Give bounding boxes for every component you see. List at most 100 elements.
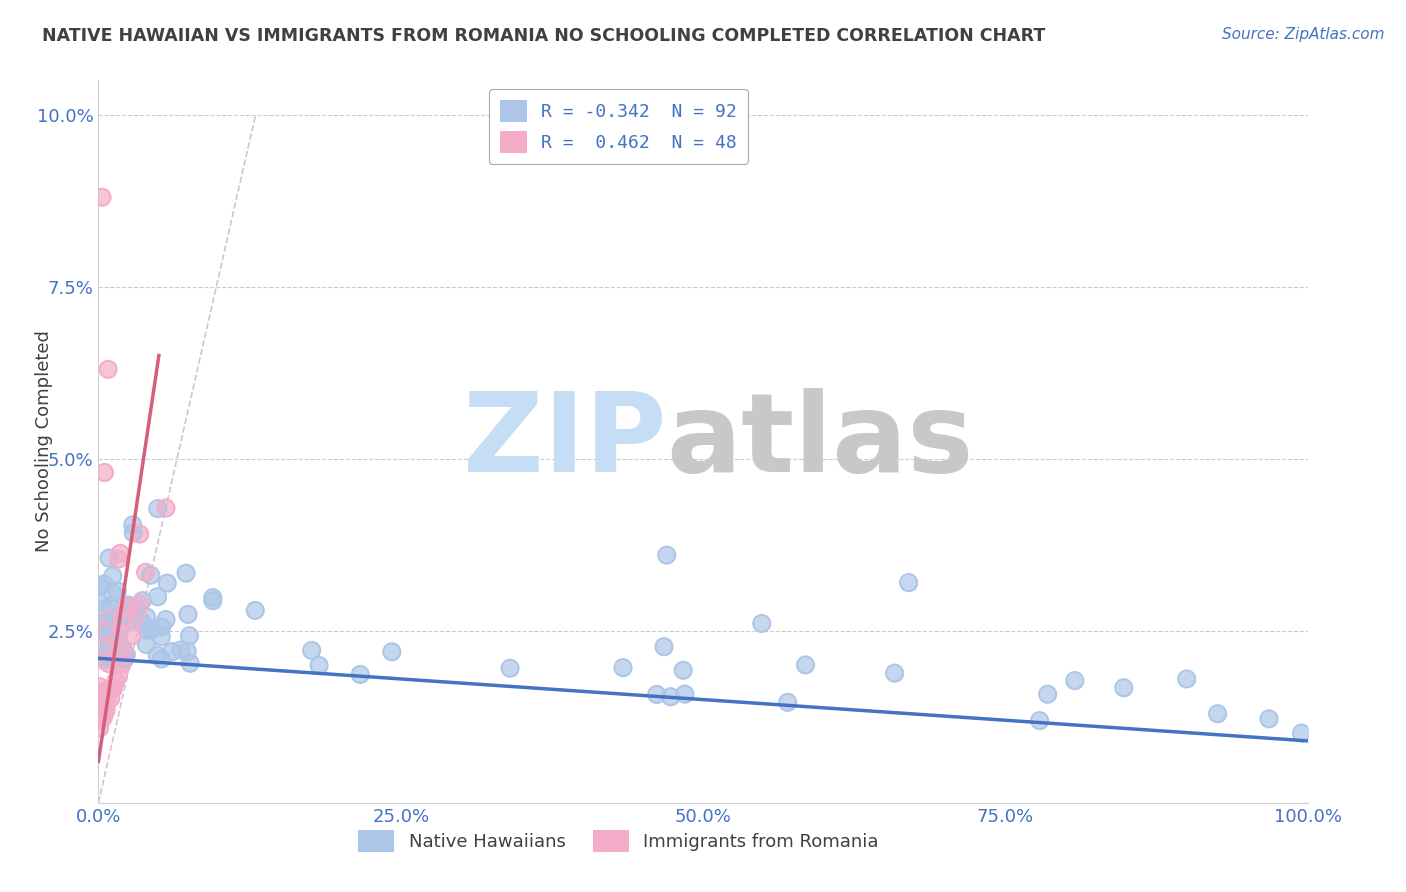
Point	[201, 593, 224, 607]
Point	[94, 683, 117, 698]
Point	[91, 711, 114, 725]
Point	[98, 618, 121, 632]
Point	[105, 584, 128, 599]
Point	[90, 619, 112, 633]
Point	[655, 548, 678, 562]
Point	[89, 710, 111, 724]
Point	[136, 623, 159, 637]
Point	[93, 697, 115, 711]
Point	[89, 721, 111, 735]
Point	[131, 593, 153, 607]
Point	[117, 598, 139, 612]
Point	[1063, 673, 1085, 688]
Point	[1036, 687, 1059, 701]
Point	[111, 640, 134, 655]
Point	[121, 517, 143, 532]
Point	[89, 709, 111, 723]
Point	[179, 629, 201, 643]
Point	[111, 657, 134, 671]
Point	[89, 701, 111, 715]
Point	[107, 634, 129, 648]
Point	[141, 622, 163, 636]
Point	[94, 615, 117, 629]
Point	[101, 586, 124, 600]
Point	[115, 600, 138, 615]
Point	[89, 627, 111, 641]
Point	[114, 648, 136, 663]
Point	[150, 630, 173, 644]
Point	[100, 636, 122, 650]
Point	[96, 623, 118, 637]
Point	[1206, 706, 1229, 721]
Point	[90, 619, 112, 633]
Point	[146, 648, 169, 663]
Point	[381, 645, 404, 659]
Point	[94, 706, 117, 720]
Point	[107, 667, 129, 681]
Point	[1258, 712, 1281, 726]
Point	[176, 644, 198, 658]
Point	[115, 600, 138, 615]
Point	[98, 651, 121, 665]
Point	[135, 638, 157, 652]
Point	[89, 713, 111, 727]
Point	[652, 640, 675, 654]
Point	[110, 604, 132, 618]
Point	[101, 586, 124, 600]
Point	[114, 651, 136, 665]
Point	[146, 501, 169, 516]
Point	[89, 685, 111, 699]
Point	[179, 657, 201, 671]
Point	[107, 634, 129, 648]
Point	[672, 663, 695, 677]
Point	[1036, 687, 1059, 701]
Point	[128, 597, 150, 611]
Point	[107, 552, 129, 566]
Point	[104, 610, 127, 624]
Point	[121, 517, 143, 532]
Point	[89, 680, 111, 694]
Point	[98, 551, 121, 566]
Point	[104, 674, 127, 689]
Point	[201, 591, 224, 605]
Point	[89, 627, 111, 641]
Text: ZIP: ZIP	[464, 388, 666, 495]
Point	[98, 651, 121, 665]
Point	[381, 645, 404, 659]
Point	[94, 703, 117, 717]
Point	[111, 657, 134, 671]
Point	[125, 602, 148, 616]
Point	[104, 674, 127, 689]
Point	[96, 691, 118, 706]
Point	[308, 658, 330, 673]
Point	[96, 648, 118, 663]
Point	[87, 596, 110, 610]
Point	[93, 692, 115, 706]
Point	[111, 641, 134, 656]
Point	[136, 623, 159, 637]
Point	[114, 648, 136, 663]
Point	[883, 666, 905, 681]
Point	[150, 620, 173, 634]
Point	[121, 628, 143, 642]
Point	[108, 546, 131, 560]
Point	[89, 691, 111, 706]
Point	[103, 631, 125, 645]
Point	[101, 681, 124, 696]
Point	[135, 566, 157, 580]
Point	[90, 622, 112, 636]
Point	[127, 604, 149, 618]
Point	[107, 631, 129, 645]
Point	[112, 651, 135, 665]
Point	[499, 661, 522, 675]
Point	[155, 613, 177, 627]
Point	[89, 685, 111, 699]
Point	[124, 614, 146, 628]
Point	[179, 629, 201, 643]
Point	[659, 690, 682, 704]
Point	[93, 602, 115, 616]
Point	[90, 686, 112, 700]
Point	[118, 600, 141, 615]
Point	[93, 577, 115, 591]
Point	[883, 666, 905, 681]
